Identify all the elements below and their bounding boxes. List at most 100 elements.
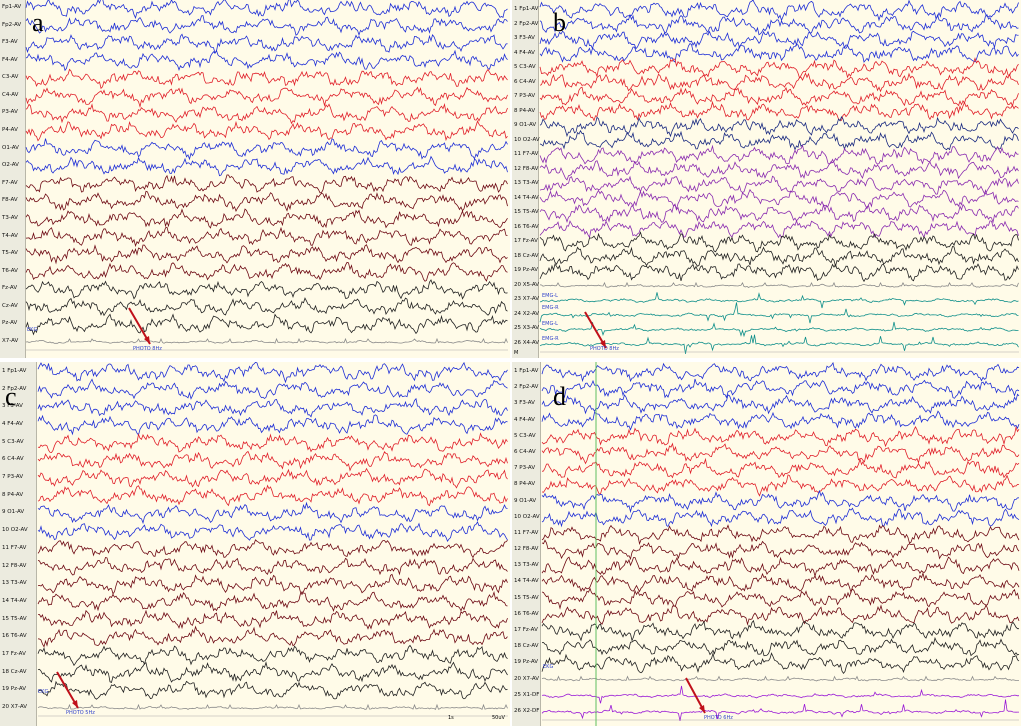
eeg-trace: [541, 636, 1020, 657]
eeg-trace: [539, 0, 1019, 22]
channel-label: 6 C4-AV: [514, 448, 536, 455]
eeg-trace: [37, 484, 508, 507]
channel-label: 25 X3-AV: [514, 325, 540, 332]
eeg-trace: [541, 699, 1019, 721]
eeg-trace: [37, 573, 508, 596]
eeg-trace: [25, 279, 508, 300]
channel-label: 16 T6-AV: [514, 610, 539, 617]
channel-label: T6-AV: [2, 267, 18, 274]
channel-label: 12 F8-AV: [514, 165, 539, 172]
emg-right-label: EMG-R: [542, 305, 559, 311]
channel-label: 26 X4-AV: [514, 340, 540, 346]
channel-label: 19 Pz-AV: [514, 267, 538, 274]
channel-label: 5 C3-AV: [2, 438, 24, 445]
channel-label: T5-AV: [2, 250, 18, 257]
channel-label: 20 X7-AV: [514, 675, 540, 682]
channel-label: 16 T6-AV: [2, 633, 27, 640]
channel-label: 10 O2-AV: [514, 513, 540, 520]
eeg-trace: [37, 703, 508, 711]
channel-label: 17 Fz-AV: [514, 238, 538, 245]
eeg-panel-d: 1 Fp1-AV 2 Fp2-AV 3 F3-AV 4 F4-AV 5 C3-AV 6 C…: [512, 362, 1021, 726]
eeg-trace: [541, 571, 1020, 594]
channel-label: 8 P4-AV: [2, 491, 24, 498]
channel-label: 3 F3-AV: [2, 403, 23, 410]
channel-label: T4-AV: [2, 232, 18, 239]
channel-label: 14 T4-AV: [514, 578, 539, 585]
channel-label-column: [0, 0, 26, 358]
channel-label: 24 X2-AV: [514, 310, 540, 317]
eeg-trace: [539, 203, 1019, 224]
eeg-trace: [37, 590, 508, 613]
eeg-trace: [539, 263, 1019, 283]
channel-label: 13 T3-AV: [2, 580, 27, 587]
channel-label: 1 Fp1-AV: [2, 368, 27, 374]
eeg-trace: [25, 49, 508, 72]
eeg-trace: [541, 651, 1020, 674]
channel-label: F4-AV: [2, 56, 18, 63]
channel-label: F8-AV: [2, 197, 18, 204]
channel-label: 9 O1-AV: [514, 497, 537, 504]
channel-label: 14 T4-AV: [514, 194, 539, 201]
channel-label: 2 Fp2-AV: [514, 384, 539, 391]
ekg-marker: EKG: [38, 689, 49, 695]
channel-label: 26 X2-DF: [514, 708, 540, 714]
channel-label: 1 Fp1-AV: [514, 368, 539, 374]
channel-label: 20 X5-AV: [514, 281, 540, 288]
eeg-trace: [37, 501, 508, 525]
channel-label: 6 C4-AV: [2, 456, 24, 463]
eeg-panel-a: Fp1-AV Fp2-AV F3-AV F4-AV C3-AV C4-AV P3-AV P4-…: [0, 0, 510, 358]
channel-label: 12 F8-AV: [514, 546, 539, 553]
eeg-trace: [541, 603, 1020, 626]
eeg-trace: [541, 393, 1020, 415]
eeg-trace: [541, 556, 1020, 578]
eeg-trace: [539, 175, 1019, 195]
channel-label: 2 Fp2-AV: [2, 385, 27, 392]
eeg-trace: [37, 557, 508, 576]
eeg-trace: [541, 587, 1020, 610]
channel-label: 6 C4-AV: [514, 78, 536, 85]
eeg-trace: [539, 158, 1019, 181]
channel-label: Fz-AV: [2, 285, 18, 292]
eeg-trace: [25, 174, 508, 194]
eeg-trace: [539, 246, 1019, 268]
eeg-trace: [539, 129, 1019, 151]
channel-label: 15 T5-AV: [514, 209, 539, 216]
eeg-trace: [539, 302, 1019, 324]
eeg-trace: [37, 397, 508, 418]
stimulus-arrow: [56, 671, 79, 709]
eeg-trace: [539, 72, 1019, 93]
eeg-trace: [541, 378, 1020, 399]
channel-label: P4-AV: [2, 127, 18, 134]
emg-left-label: EMG-L: [542, 321, 558, 327]
time-scale-label: 1s: [448, 715, 454, 721]
channel-label: 2 Fp2-AV: [514, 20, 539, 27]
eeg-trace: [541, 507, 1020, 528]
eeg-trace: [25, 155, 508, 177]
channel-label: 9 O1-AV: [514, 122, 537, 129]
channel-label: Cz-AV: [2, 302, 18, 309]
eeg-trace: [539, 115, 1019, 138]
eeg-trace: [25, 190, 508, 213]
eeg-trace: [539, 219, 1019, 239]
channel-label-column: [512, 0, 539, 358]
channel-label: 15 T5-AV: [514, 594, 539, 601]
channel-label: 8 P4-AV: [514, 481, 536, 488]
eeg-trace: [539, 57, 1019, 79]
eeg-trace: [25, 208, 508, 229]
eeg-trace: [37, 450, 508, 472]
eeg-traces: [37, 362, 508, 717]
eeg-trace: [539, 292, 1019, 309]
panel-letter: c: [5, 382, 17, 411]
channel-label: 10 O2-AV: [2, 527, 28, 534]
eeg-trace: [541, 410, 1020, 431]
eeg-trace: [541, 474, 1020, 497]
eeg-trace: [539, 188, 1019, 211]
channel-label: 16 T6-AV: [514, 223, 539, 230]
eeg-trace: [539, 42, 1019, 63]
eeg-trace: [541, 425, 1020, 448]
channel-label: 9 O1-AV: [2, 509, 25, 516]
channel-label: T3-AV: [2, 214, 18, 221]
channel-label: 18 Cz-AV: [514, 643, 539, 650]
channel-label: 12 F8-AV: [2, 562, 27, 569]
eeg-trace: [25, 68, 508, 90]
